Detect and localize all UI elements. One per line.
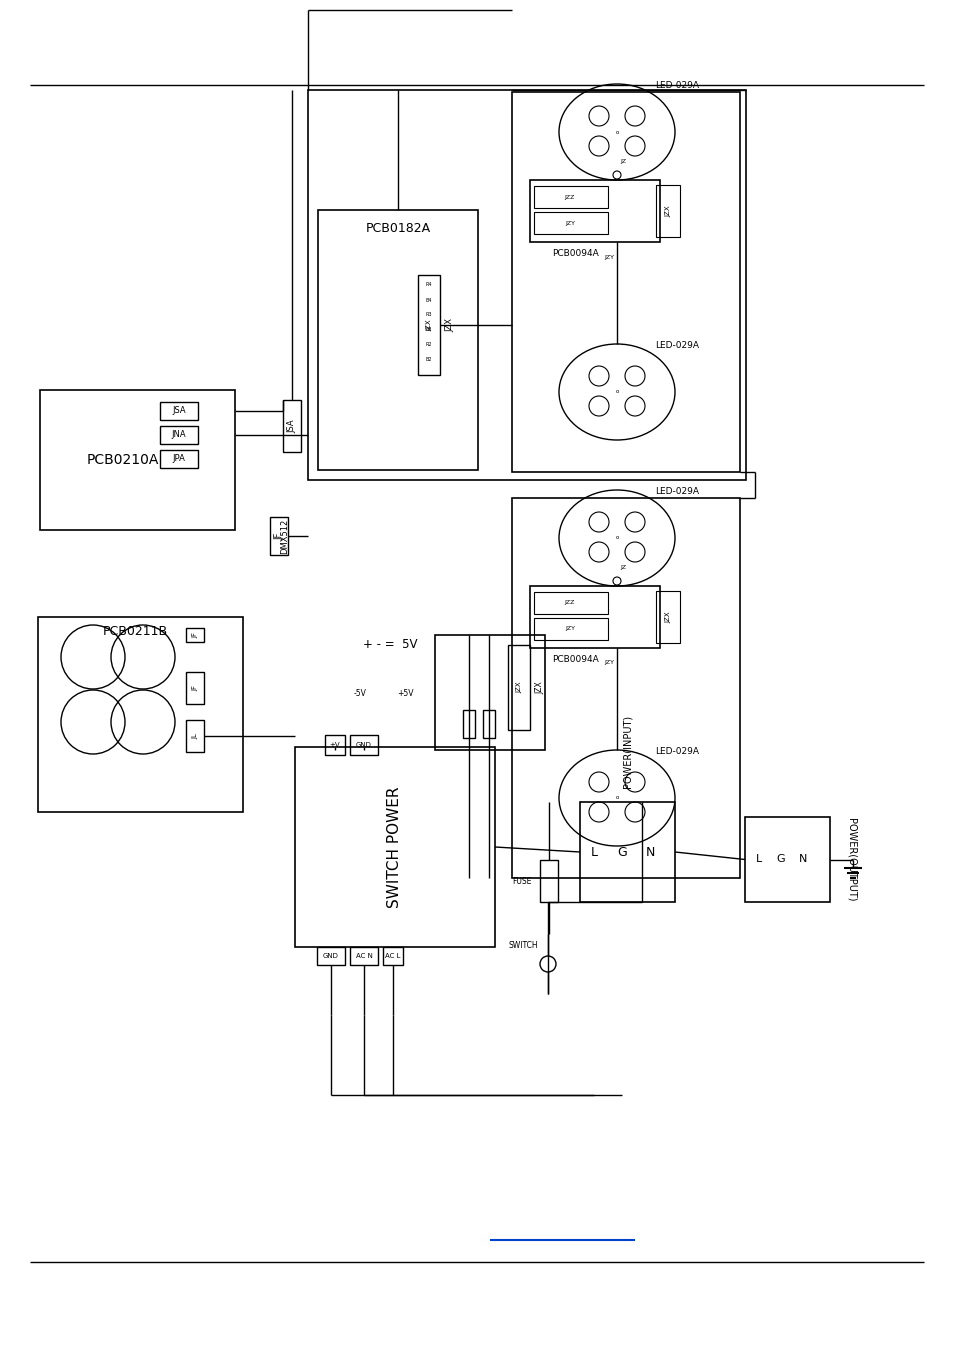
Text: JZX: JZX [516, 682, 521, 694]
Bar [656, 185, 679, 238]
Text: B3: B3 [425, 328, 432, 332]
Bar [308, 90, 745, 481]
Text: JSA: JSA [287, 420, 296, 433]
Text: B4: B4 [425, 297, 432, 302]
Text: R3: R3 [425, 312, 432, 317]
Text: POWER(OUTPUT): POWER(OUTPUT) [846, 818, 856, 902]
Text: LED-029A: LED-029A [655, 487, 699, 497]
Text: LED-029A: LED-029A [655, 748, 699, 756]
Text: PCB0210A: PCB0210A [86, 454, 158, 467]
Bar [186, 672, 204, 703]
Bar [382, 946, 402, 965]
Text: JL: JL [192, 733, 198, 738]
Text: JZY: JZY [564, 220, 575, 225]
Text: N: N [798, 855, 806, 864]
Text: JF: JF [274, 532, 283, 540]
Text: JF: JF [192, 684, 198, 691]
Text: SWITCH: SWITCH [508, 941, 537, 950]
Bar [270, 517, 288, 555]
Text: JF: JF [192, 632, 198, 639]
Text: JZ: JZ [619, 566, 625, 571]
Bar [316, 946, 345, 965]
Text: + - =  5V: + - = 5V [362, 639, 416, 652]
Bar [40, 390, 234, 531]
Text: JSA: JSA [172, 406, 186, 416]
Text: LED-029A: LED-029A [655, 342, 699, 351]
Bar [482, 710, 495, 738]
Text: FUSE: FUSE [512, 876, 531, 886]
Bar [530, 586, 659, 648]
Bar [530, 180, 659, 242]
Bar [160, 450, 198, 468]
Bar [512, 92, 740, 472]
Text: JZX: JZX [426, 319, 432, 331]
Bar [507, 645, 530, 730]
Text: AC L: AC L [385, 953, 400, 958]
Bar [417, 275, 439, 375]
Bar [294, 747, 495, 946]
Bar [186, 628, 204, 643]
Text: SWITCH POWER: SWITCH POWER [387, 786, 402, 907]
Text: o: o [615, 130, 618, 135]
Text: +5V: +5V [396, 690, 413, 698]
Text: N: N [644, 845, 654, 859]
Text: JZY: JZY [603, 255, 614, 259]
Bar [462, 710, 475, 738]
Text: PCB0094A: PCB0094A [552, 656, 598, 664]
Text: JZ: JZ [619, 159, 625, 165]
Text: +V: +V [330, 743, 340, 748]
Text: DMX512: DMX512 [280, 518, 289, 553]
Text: POWER(INPUT): POWER(INPUT) [622, 716, 632, 788]
Bar [160, 427, 198, 444]
Text: JPA: JPA [172, 455, 185, 463]
Bar [534, 618, 607, 640]
Text: PCB0182A: PCB0182A [365, 221, 430, 235]
Text: GND: GND [323, 953, 338, 958]
Bar [350, 946, 377, 965]
Bar [435, 634, 544, 751]
Bar [744, 817, 829, 902]
Text: AC N: AC N [355, 953, 372, 958]
Text: JZZ: JZZ [564, 601, 575, 606]
Text: JZX: JZX [445, 319, 454, 332]
Bar [656, 591, 679, 643]
Text: JZZ: JZZ [564, 194, 575, 200]
Bar [186, 720, 204, 752]
Text: -5V: -5V [354, 690, 366, 698]
Text: G: G [776, 855, 784, 864]
Text: R4: R4 [425, 282, 432, 288]
Text: JZX: JZX [664, 205, 670, 217]
Bar [317, 211, 477, 470]
Text: L: L [590, 845, 597, 859]
Bar [325, 734, 345, 755]
Bar [534, 593, 607, 614]
Bar [539, 860, 558, 902]
Text: PCB0094A: PCB0094A [552, 250, 598, 258]
Bar [283, 400, 301, 452]
Text: G: G [617, 845, 626, 859]
Bar [579, 802, 675, 902]
Text: JZX: JZX [664, 612, 670, 622]
Bar [512, 498, 740, 878]
Bar [38, 617, 243, 811]
Text: LED-029A: LED-029A [655, 81, 699, 90]
Bar [350, 734, 377, 755]
Text: JNA: JNA [172, 431, 186, 440]
Text: L: L [755, 855, 761, 864]
Text: o: o [615, 536, 618, 540]
Text: JZY: JZY [603, 660, 614, 666]
Bar [534, 186, 607, 208]
Text: PCB0211B: PCB0211B [103, 625, 168, 639]
Text: R2: R2 [425, 343, 432, 347]
Bar [534, 212, 607, 234]
Text: GND: GND [355, 743, 372, 748]
Text: JZY: JZY [564, 626, 575, 632]
Text: o: o [615, 390, 618, 394]
Bar [160, 402, 198, 420]
Text: B2: B2 [425, 358, 432, 363]
Text: JZX: JZX [535, 682, 544, 694]
Text: o: o [615, 795, 618, 801]
